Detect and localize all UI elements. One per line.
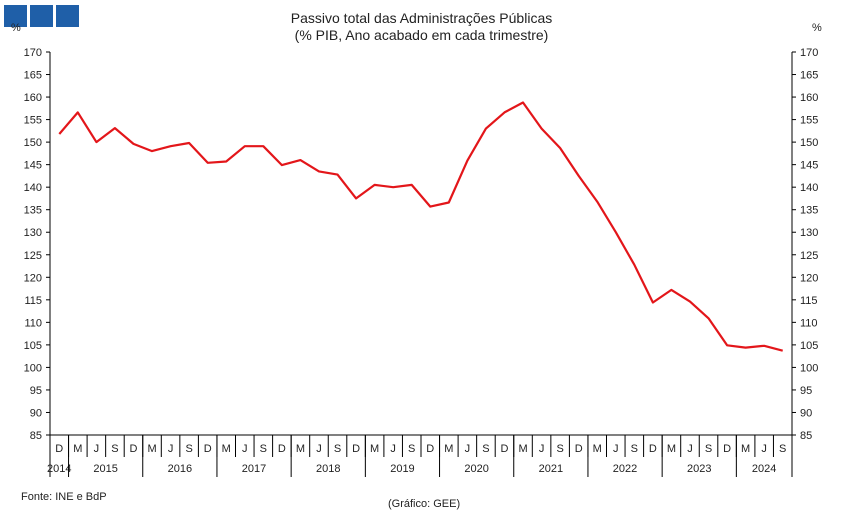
chart-title: Passivo total das Administrações Pública… bbox=[290, 10, 553, 26]
quarter-label: S bbox=[260, 443, 267, 455]
y-tick-label-right: 100 bbox=[800, 362, 818, 374]
y-tick-label-left: 155 bbox=[24, 115, 42, 127]
quarter-label: M bbox=[667, 443, 676, 455]
y-tick-label-right: 90 bbox=[800, 407, 812, 419]
quarter-label: J bbox=[761, 443, 767, 455]
quarter-label: S bbox=[705, 443, 712, 455]
chart-credit: (Gráfico: GEE) bbox=[388, 498, 461, 510]
quarter-label: J bbox=[316, 443, 322, 455]
y-tick-label-left: 90 bbox=[30, 407, 42, 419]
year-label: 2015 bbox=[93, 463, 117, 475]
y-tick-label-left: 125 bbox=[24, 250, 42, 262]
quarter-label: J bbox=[242, 443, 248, 455]
quarter-label: J bbox=[390, 443, 396, 455]
y-tick-label-left: 110 bbox=[24, 317, 42, 329]
logo bbox=[4, 5, 79, 27]
quarter-label: J bbox=[465, 443, 471, 455]
y-tick-label-right: 170 bbox=[800, 47, 818, 59]
quarter-label: J bbox=[94, 443, 100, 455]
quarter-label: D bbox=[352, 443, 360, 455]
year-label: 2019 bbox=[390, 463, 414, 475]
quarter-label: M bbox=[296, 443, 305, 455]
quarter-label: S bbox=[556, 443, 563, 455]
y-tick-label-right: 95 bbox=[800, 385, 812, 397]
quarter-label: M bbox=[593, 443, 602, 455]
y-tick-label-right: 140 bbox=[800, 182, 818, 194]
y-tick-label-right: 120 bbox=[800, 272, 818, 284]
quarter-label: J bbox=[539, 443, 545, 455]
quarter-label: M bbox=[222, 443, 231, 455]
quarter-label: D bbox=[723, 443, 731, 455]
quarter-label: M bbox=[370, 443, 379, 455]
quarter-label: D bbox=[426, 443, 434, 455]
logo-block bbox=[4, 5, 27, 27]
quarter-label: D bbox=[204, 443, 212, 455]
y-tick-label-right: 125 bbox=[800, 250, 818, 262]
year-label: 2021 bbox=[539, 463, 563, 475]
y-tick-label-left: 150 bbox=[24, 137, 42, 149]
y-tick-label-left: 100 bbox=[24, 362, 42, 374]
y-tick-label-left: 135 bbox=[24, 205, 42, 217]
quarter-label: S bbox=[779, 443, 786, 455]
quarter-label: M bbox=[518, 443, 527, 455]
y-axis-unit-left: % bbox=[11, 22, 21, 34]
year-label: 2024 bbox=[752, 463, 776, 475]
y-tick-label-left: 105 bbox=[24, 340, 42, 352]
quarter-label: D bbox=[129, 443, 137, 455]
y-tick-label-right: 145 bbox=[800, 160, 818, 172]
y-tick-label-right: 85 bbox=[800, 430, 812, 442]
year-label: 2014 bbox=[47, 463, 71, 475]
y-tick-label-left: 160 bbox=[24, 92, 42, 104]
y-tick-label-left: 130 bbox=[24, 227, 42, 239]
y-tick-label-left: 95 bbox=[30, 385, 42, 397]
logo-block bbox=[56, 5, 79, 27]
y-tick-label-right: 155 bbox=[800, 115, 818, 127]
quarter-label: S bbox=[408, 443, 415, 455]
y-axis-unit-right: % bbox=[812, 22, 822, 34]
quarter-label: D bbox=[500, 443, 508, 455]
year-label: 2017 bbox=[242, 463, 266, 475]
y-tick-label-right: 110 bbox=[800, 317, 818, 329]
y-tick-label-right: 115 bbox=[800, 295, 818, 307]
y-tick-label-left: 165 bbox=[24, 70, 42, 82]
quarter-label: D bbox=[55, 443, 63, 455]
y-tick-label-left: 170 bbox=[24, 47, 42, 59]
y-tick-label-right: 160 bbox=[800, 92, 818, 104]
quarter-label: D bbox=[649, 443, 657, 455]
y-tick-label-right: 130 bbox=[800, 227, 818, 239]
quarter-label: S bbox=[482, 443, 489, 455]
y-tick-label-left: 145 bbox=[24, 160, 42, 172]
year-label: 2020 bbox=[464, 463, 488, 475]
quarter-label: M bbox=[73, 443, 82, 455]
y-tick-label-left: 115 bbox=[24, 295, 42, 307]
year-label: 2016 bbox=[168, 463, 192, 475]
y-tick-label-right: 165 bbox=[800, 70, 818, 82]
y-tick-label-left: 120 bbox=[24, 272, 42, 284]
year-label: 2022 bbox=[613, 463, 637, 475]
y-tick-label-right: 135 bbox=[800, 205, 818, 217]
logo-block bbox=[30, 5, 53, 27]
quarter-label: S bbox=[334, 443, 341, 455]
quarter-label: S bbox=[185, 443, 192, 455]
quarter-label: M bbox=[147, 443, 156, 455]
quarter-label: S bbox=[111, 443, 118, 455]
quarter-label: J bbox=[168, 443, 174, 455]
quarter-label: J bbox=[687, 443, 693, 455]
quarter-label: S bbox=[631, 443, 638, 455]
quarter-label: M bbox=[741, 443, 750, 455]
y-tick-label-left: 140 bbox=[24, 182, 42, 194]
y-tick-label-right: 150 bbox=[800, 137, 818, 149]
year-label: 2018 bbox=[316, 463, 340, 475]
quarter-label: M bbox=[444, 443, 453, 455]
quarter-label: J bbox=[613, 443, 619, 455]
y-tick-label-left: 85 bbox=[30, 430, 42, 442]
year-label: 2023 bbox=[687, 463, 711, 475]
quarter-label: D bbox=[575, 443, 583, 455]
quarter-label: D bbox=[278, 443, 286, 455]
chart-subtitle: (% PIB, Ano acabado em cada trimestre) bbox=[294, 27, 549, 43]
y-tick-label-right: 105 bbox=[800, 340, 818, 352]
series-line bbox=[58, 101, 783, 352]
source-note: Fonte: INE e BdP bbox=[21, 491, 107, 503]
